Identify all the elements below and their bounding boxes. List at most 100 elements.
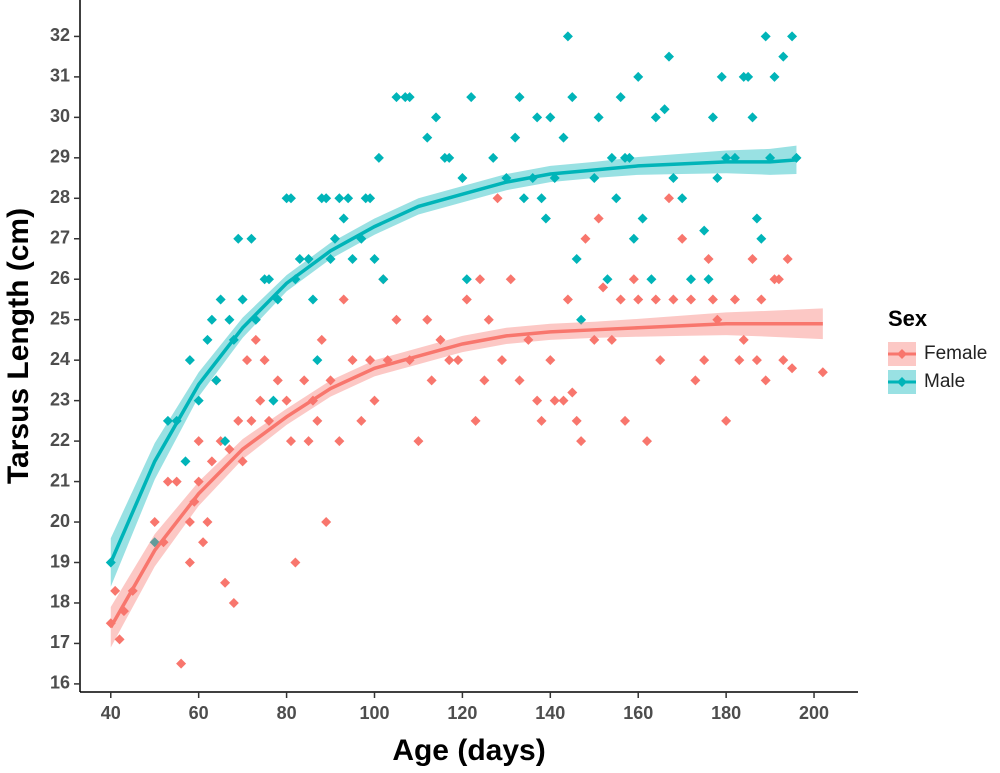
fit-line — [109, 158, 797, 564]
point — [228, 597, 239, 608]
point — [453, 355, 464, 366]
x-tick-label: 100 — [359, 703, 389, 723]
point — [474, 274, 485, 285]
point — [242, 355, 253, 366]
point — [760, 375, 771, 386]
point — [677, 233, 688, 244]
point — [470, 415, 481, 426]
y-tick-label: 21 — [50, 470, 70, 490]
point — [426, 375, 437, 386]
y-tick-label: 16 — [50, 673, 70, 693]
y-tick-label: 17 — [50, 632, 70, 652]
legend-key-point — [897, 349, 907, 359]
point — [184, 557, 195, 568]
point — [545, 112, 556, 123]
point — [646, 274, 657, 285]
point — [650, 112, 661, 123]
point — [233, 415, 244, 426]
point — [413, 436, 424, 447]
point — [650, 294, 661, 305]
point — [778, 355, 789, 366]
point — [202, 334, 213, 345]
point — [334, 436, 345, 447]
point — [264, 274, 275, 285]
point — [312, 415, 323, 426]
point — [202, 517, 213, 528]
point — [817, 367, 828, 378]
point — [707, 112, 718, 123]
point — [558, 395, 569, 406]
point — [778, 51, 789, 62]
point — [615, 294, 626, 305]
point — [532, 112, 543, 123]
x-tick-label: 120 — [447, 703, 477, 723]
point — [321, 517, 332, 528]
point — [703, 274, 714, 285]
point — [215, 294, 226, 305]
point — [193, 395, 204, 406]
x-tick-label: 160 — [623, 703, 653, 723]
point — [149, 517, 160, 528]
point — [523, 334, 534, 345]
point — [316, 334, 327, 345]
point — [663, 51, 674, 62]
point — [307, 294, 318, 305]
point — [747, 112, 758, 123]
point — [461, 294, 472, 305]
point — [461, 274, 472, 285]
point — [272, 375, 283, 386]
point — [633, 71, 644, 82]
point — [492, 193, 503, 204]
legend-key-point — [897, 377, 907, 387]
point — [444, 355, 455, 366]
point — [598, 282, 609, 293]
point — [514, 92, 525, 103]
point — [268, 395, 279, 406]
point — [422, 132, 433, 143]
point — [747, 253, 758, 264]
point — [624, 152, 635, 163]
point — [184, 355, 195, 366]
point — [589, 334, 600, 345]
point — [712, 314, 723, 325]
point — [703, 253, 714, 264]
point — [663, 193, 674, 204]
point — [483, 314, 494, 325]
point — [237, 456, 248, 467]
point — [285, 193, 296, 204]
point — [369, 395, 380, 406]
point — [602, 274, 613, 285]
point — [246, 233, 257, 244]
point — [299, 375, 310, 386]
point — [576, 436, 587, 447]
point — [259, 355, 270, 366]
x-axis-title: Age (days) — [392, 734, 545, 767]
point — [743, 71, 754, 82]
point — [668, 173, 679, 184]
point — [325, 253, 336, 264]
y-tick-label: 24 — [50, 349, 70, 369]
point — [211, 375, 222, 386]
point — [532, 395, 543, 406]
point — [431, 112, 442, 123]
point — [281, 395, 292, 406]
point — [246, 415, 257, 426]
point — [642, 436, 653, 447]
point — [184, 517, 195, 528]
y-tick-label: 26 — [50, 268, 70, 288]
point — [518, 193, 529, 204]
point — [193, 476, 204, 487]
point — [567, 92, 578, 103]
point — [712, 173, 723, 184]
point — [787, 363, 798, 374]
point — [303, 436, 314, 447]
point — [479, 375, 490, 386]
point — [606, 152, 617, 163]
fit-line — [109, 321, 823, 629]
point — [378, 274, 389, 285]
point — [220, 436, 231, 447]
point — [343, 193, 354, 204]
point — [237, 294, 248, 305]
point — [180, 456, 191, 467]
y-tick-label: 18 — [50, 592, 70, 612]
